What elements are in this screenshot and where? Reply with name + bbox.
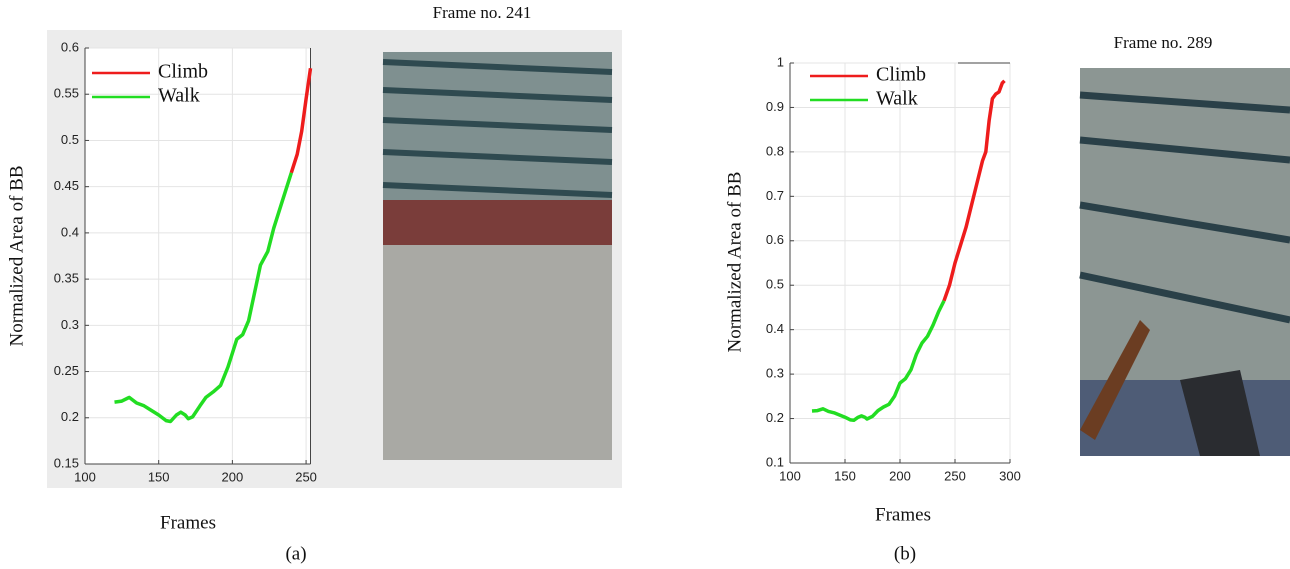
- x-tick-label: 250: [944, 468, 966, 483]
- y-tick-label: 0.6: [61, 39, 79, 54]
- y-tick-label: 0.7: [766, 188, 784, 203]
- x-tick-label: 100: [779, 468, 801, 483]
- y-axis-label: Normalized Area of BB: [6, 166, 27, 347]
- y-tick-label: 0.55: [54, 86, 79, 101]
- subfigure-caption: (a): [285, 543, 306, 564]
- figure: 0.15 0.2 0.25 0.3 0.35 0.4 0.45 0.5 0.55 0.6 100 15…: [0, 0, 1290, 569]
- subfigure-caption: (b): [894, 543, 916, 564]
- y-tick-label: 0.35: [54, 271, 79, 286]
- data-line: [812, 301, 944, 421]
- y-tick-label: 0.8: [766, 143, 784, 158]
- y-tick-label: 0.5: [766, 277, 784, 292]
- x-tick-label: 300: [999, 468, 1021, 483]
- x-tick-label: 250: [295, 469, 317, 484]
- y-tick-label: 0.25: [54, 363, 79, 378]
- y-tick-label: 1: [777, 54, 784, 69]
- legend-label: Walk: [158, 85, 200, 107]
- y-tick-label: 0.2: [61, 409, 79, 424]
- y-tick-label: 0.15: [54, 455, 79, 470]
- legend-label: Walk: [876, 88, 918, 110]
- y-tick-label: 0.45: [54, 178, 79, 193]
- page: {"chart_data": [ {"type": "line", "annot…: [0, 0, 1290, 569]
- annotation: Frame no. 289: [1114, 33, 1213, 52]
- x-tick-label: 100: [74, 469, 96, 484]
- y-tick-label: 0.4: [61, 224, 79, 239]
- annotation: Frame no. 241: [433, 3, 532, 22]
- legend-label: Climb: [876, 64, 926, 86]
- y-tick-label: 0.9: [766, 99, 784, 114]
- x-tick-label: 150: [834, 468, 856, 483]
- photo: [1080, 68, 1290, 456]
- x-axis-label: Frames: [875, 504, 931, 525]
- y-tick-label: 0.3: [61, 317, 79, 332]
- y-tick-label: 0.5: [61, 132, 79, 147]
- y-tick-label: 0.6: [766, 232, 784, 247]
- x-tick-label: 150: [148, 469, 170, 484]
- y-tick-label: 0.2: [766, 410, 784, 425]
- legend-label: Climb: [158, 61, 208, 83]
- x-axis-label: Frames: [160, 512, 216, 533]
- y-tick-label: 0.4: [766, 321, 784, 336]
- photo: [383, 52, 612, 460]
- x-tick-label: 200: [889, 468, 911, 483]
- x-tick-label: 200: [222, 469, 244, 484]
- y-axis-label: Normalized Area of BB: [724, 172, 745, 353]
- data-line: [944, 81, 1005, 301]
- y-tick-label: 0.3: [766, 366, 784, 381]
- y-tick-label: 0.1: [766, 454, 784, 469]
